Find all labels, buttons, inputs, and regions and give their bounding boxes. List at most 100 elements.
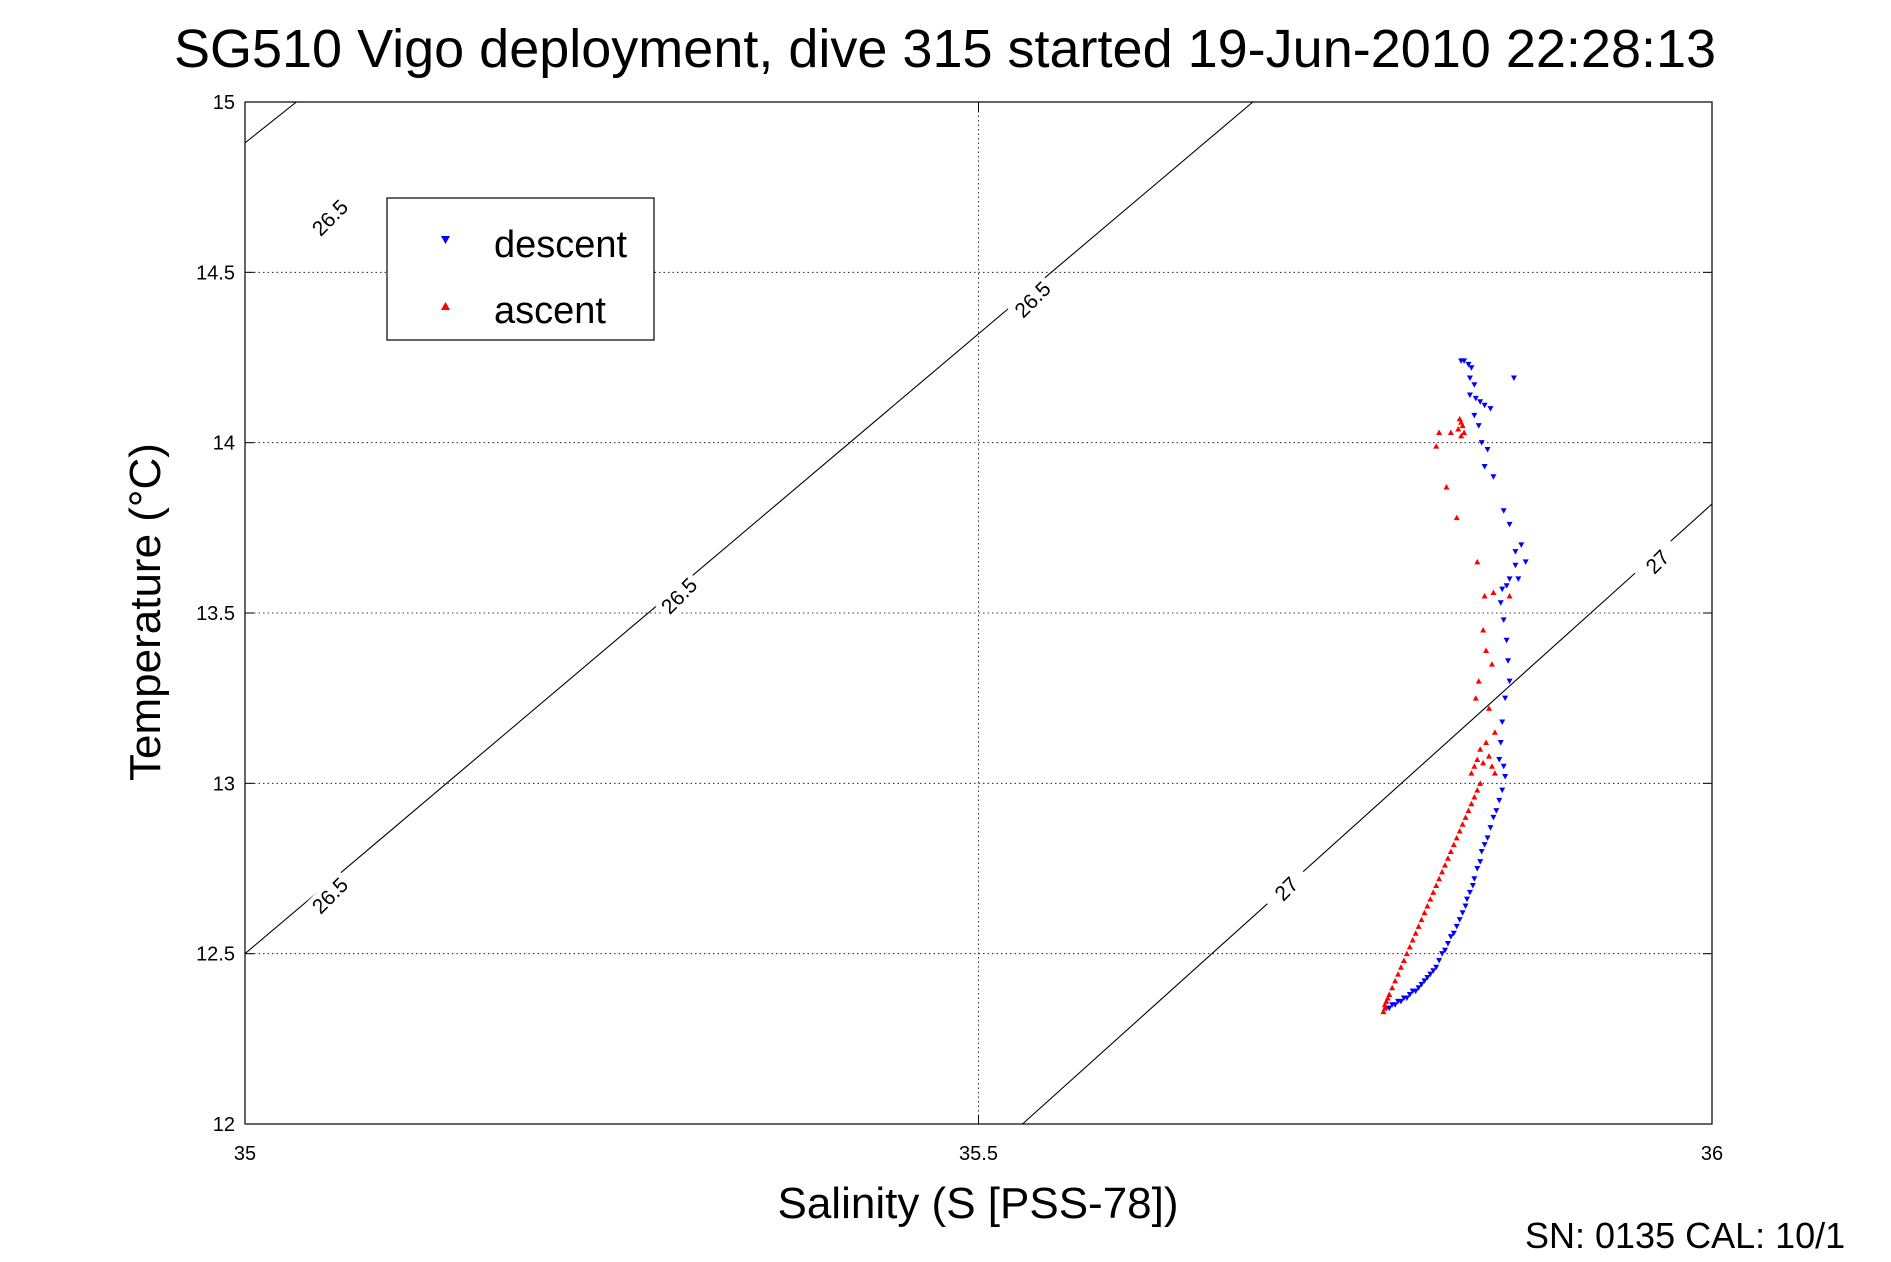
x-axis-label: Salinity (S [PSS-78]) — [777, 1179, 1178, 1228]
ascent-point — [1490, 589, 1497, 596]
descent-point — [1439, 951, 1446, 957]
ascent-point — [1471, 793, 1478, 800]
descent-point — [1500, 763, 1507, 770]
legend: descent ascent — [386, 197, 655, 341]
descent-point — [1493, 808, 1500, 814]
descent-point — [1481, 402, 1488, 409]
chart-title: SG510 Vigo deployment, dive 315 started … — [174, 19, 1716, 79]
descent-point — [1461, 358, 1468, 364]
ascent-point — [1480, 759, 1487, 766]
descent-point — [1466, 889, 1473, 896]
ascent-point — [1458, 432, 1465, 439]
ascent-point — [1471, 763, 1478, 769]
y-tick-label: 12.5 — [196, 944, 235, 966]
ascent-point — [1465, 807, 1472, 814]
descent-point — [1421, 978, 1428, 984]
descent-point — [1471, 382, 1478, 388]
descent-point — [1466, 392, 1473, 398]
descent-point — [1436, 957, 1443, 964]
descent-point — [1389, 1002, 1396, 1008]
ascent-point — [1381, 1001, 1388, 1008]
legend-ascent-marker — [441, 302, 450, 310]
ascent-point — [1483, 647, 1490, 653]
ascent-point — [1447, 848, 1454, 854]
descent-point — [1477, 399, 1484, 405]
ascent-point — [1433, 882, 1440, 889]
ascent-point — [1409, 937, 1416, 943]
ascent-point — [1406, 943, 1413, 950]
ascent-point — [1412, 930, 1419, 936]
y-tick-label: 14.5 — [196, 262, 235, 284]
descent-point — [1487, 406, 1494, 412]
descent-point — [1484, 446, 1491, 453]
ascent-point — [1474, 558, 1481, 565]
ascent-point — [1444, 855, 1451, 861]
ascent-point — [1392, 977, 1399, 984]
descent-point — [1487, 825, 1494, 831]
x-tick-labels: 35 35.5 36 — [234, 1143, 1723, 1165]
ascent-point — [1483, 739, 1490, 745]
ascent-point — [1468, 800, 1475, 807]
descent-point — [1490, 474, 1497, 480]
serial-calibration-footer: SN: 0135 CAL: 10/1 — [1525, 1215, 1845, 1256]
descent-point — [1512, 549, 1519, 555]
descent-point — [1468, 365, 1475, 371]
contour-label-bg — [1632, 536, 1684, 588]
descent-point — [1503, 583, 1510, 589]
ascent-point — [1418, 916, 1425, 923]
legend-ascent-label: ascent — [494, 290, 606, 332]
descent-point — [1471, 876, 1478, 882]
ascent-point — [1421, 909, 1428, 916]
ascent-point — [1403, 950, 1410, 957]
descent-point — [1502, 774, 1509, 780]
ascent-point — [1488, 763, 1495, 769]
descent-point — [1505, 658, 1512, 664]
descent-point — [1515, 576, 1522, 582]
descent-point — [1424, 975, 1431, 981]
contour-label-bg — [304, 192, 356, 244]
descent-point — [1500, 617, 1507, 623]
descent-point — [1506, 521, 1513, 528]
descent-point — [1471, 412, 1478, 419]
descent-point — [1427, 971, 1434, 978]
descent-point — [1512, 562, 1519, 569]
descent-point — [1433, 964, 1440, 971]
ascent-point — [1400, 957, 1407, 963]
y-tick-label: 12 — [213, 1114, 235, 1136]
descent-point — [1475, 423, 1482, 429]
descent-point — [1409, 988, 1416, 995]
descent-point — [1500, 508, 1507, 514]
ascent-point — [1453, 514, 1460, 521]
ascent-point — [1506, 592, 1513, 599]
descent-point — [1453, 923, 1460, 930]
ascent-point — [1424, 902, 1431, 909]
ascent-point — [1462, 814, 1469, 820]
descent-point — [1462, 903, 1469, 909]
ascent-point — [1472, 695, 1479, 701]
density-contour-line — [1022, 503, 1713, 1125]
ascent-point — [1395, 971, 1402, 977]
ascent-point — [1389, 984, 1396, 991]
descent-point — [1484, 835, 1491, 841]
x-tick-label: 36 — [1701, 1143, 1723, 1165]
ascent-point — [1380, 1008, 1387, 1015]
descent-point — [1502, 695, 1509, 702]
ascent-point — [1486, 753, 1493, 759]
x-tick-label: 35 — [234, 1143, 256, 1165]
descent-point — [1506, 678, 1513, 685]
y-tick-labels: 12 12.5 13 13.5 14 14.5 15 — [196, 92, 235, 1136]
descent-point — [1478, 848, 1485, 855]
descent-point — [1499, 719, 1506, 726]
descent-point — [1506, 576, 1513, 582]
descent-point — [1499, 787, 1506, 794]
ascent-point — [1447, 429, 1454, 435]
ascent-point — [1436, 429, 1443, 435]
descent-point — [1418, 981, 1425, 988]
contour-label-bg — [304, 870, 356, 922]
y-tick-label: 13.5 — [196, 603, 235, 625]
descent-point — [1478, 440, 1485, 446]
descent-point — [1395, 998, 1402, 1005]
ascent-point — [1443, 483, 1450, 490]
data-series — [1380, 358, 1529, 1015]
ascent-point — [1474, 756, 1481, 762]
